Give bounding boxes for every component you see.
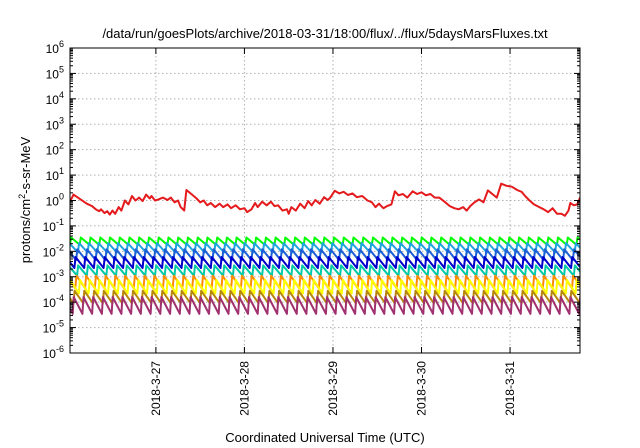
y-tick-exponent: 0 (59, 192, 64, 202)
x-tick-labels: 2018-3-27 2018-3-28 2018-3-29 2018-3-30 2018… (149, 361, 517, 416)
y-tick-base: 10 (43, 220, 57, 234)
y-tick-label: 10-6 (43, 344, 64, 361)
y-tick-base: 10 (43, 271, 57, 285)
y-tick-base: 10 (46, 67, 60, 81)
y-tick-base: 10 (43, 322, 57, 336)
x-axis-label: Coordinated Universal Time (UTC) (225, 430, 424, 445)
y-axis-label: protons/cm2-s-sr-MeV (17, 136, 33, 263)
y-tick-label: 10-3 (43, 268, 64, 285)
y-tick-label: 100 (46, 192, 64, 209)
series-line-5 (70, 264, 580, 277)
y-tick-exponent: -2 (56, 242, 64, 252)
y-tick-label: 106 (46, 39, 64, 56)
x-tick-label: 2018-3-31 (503, 361, 517, 416)
y-tick-label: 10-4 (43, 293, 64, 310)
series-line-4 (70, 256, 580, 269)
y-tick-exponent: 6 (59, 39, 64, 49)
y-axis-label-main: protons/cm (18, 199, 33, 263)
y-tick-base: 10 (46, 118, 60, 132)
y-tick-label: 101 (46, 166, 64, 183)
y-tick-label: 10-1 (43, 217, 64, 234)
y-tick-label: 105 (46, 64, 64, 81)
y-tick-base: 10 (46, 195, 60, 209)
y-tick-base: 10 (43, 245, 57, 259)
y-tick-exponent: -1 (56, 217, 64, 227)
x-tick-label: 2018-3-28 (237, 361, 251, 416)
y-tick-exponent: -5 (56, 319, 64, 329)
series-line-8 (70, 289, 580, 305)
y-tick-base: 10 (46, 93, 60, 107)
y-tick-base: 10 (46, 42, 60, 56)
x-tick-label: 2018-3-27 (149, 361, 163, 416)
axis-ticks (70, 47, 580, 354)
y-tick-exponent: 5 (59, 64, 64, 74)
y-tick-base: 10 (43, 347, 57, 361)
y-tick-base: 10 (46, 169, 60, 183)
y-tick-exponent: -3 (56, 268, 64, 278)
y-tick-exponent: 1 (59, 166, 64, 176)
y-tick-label: 10-2 (43, 242, 64, 259)
y-tick-exponent: 4 (59, 90, 64, 100)
x-tick-label: 2018-3-29 (326, 361, 340, 416)
y-tick-labels: 10-610-510-410-310-210-11001011021031041… (43, 39, 64, 361)
y-axis-label-rest: -s-sr-MeV (18, 136, 33, 193)
chart-title: /data/run/goesPlots/archive/2018-03-31/1… (102, 26, 548, 41)
y-tick-exponent: 3 (59, 115, 64, 125)
y-tick-exponent: -4 (56, 293, 64, 303)
series-line-7 (70, 278, 580, 295)
series-line-0 (70, 182, 580, 217)
series-layer (70, 182, 580, 315)
y-tick-label: 104 (46, 90, 64, 107)
y-tick-base: 10 (43, 296, 57, 310)
series-line-9 (70, 296, 580, 315)
y-tick-exponent: 2 (59, 141, 64, 151)
y-tick-exponent: -6 (56, 344, 64, 354)
y-tick-label: 102 (46, 141, 64, 158)
y-tick-label: 10-5 (43, 319, 64, 336)
x-tick-label: 2018-3-30 (415, 361, 429, 416)
y-tick-label: 103 (46, 115, 64, 132)
y-tick-base: 10 (46, 144, 60, 158)
y-axis-label-sup: 2 (17, 194, 27, 199)
